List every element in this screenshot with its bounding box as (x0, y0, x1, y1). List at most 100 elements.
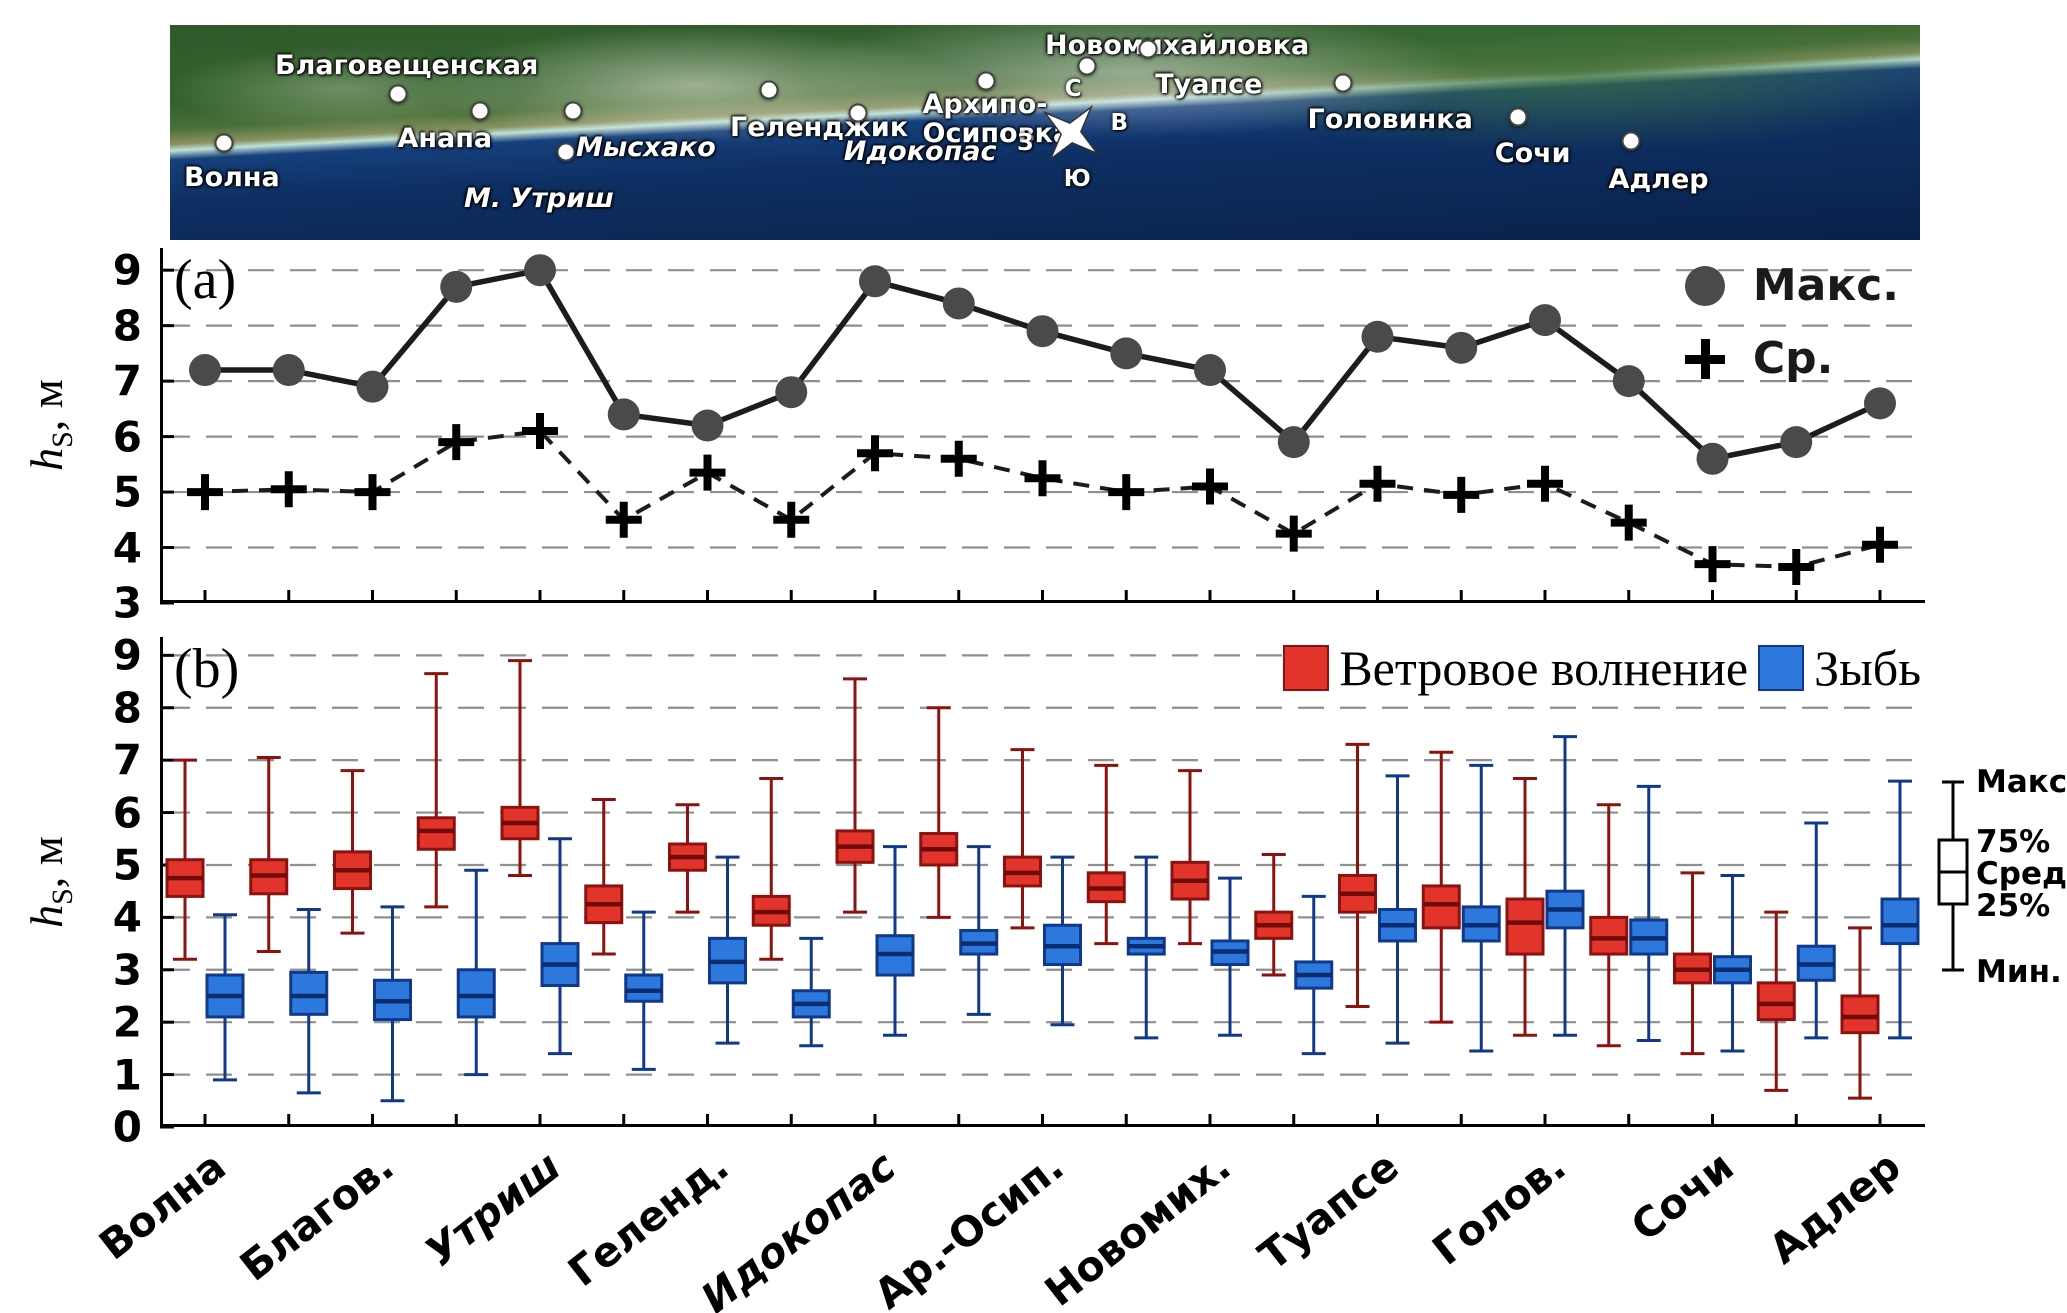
map-place-label: Волна (184, 161, 280, 193)
map-place-label: Геленджик (730, 112, 909, 144)
panel-a-tag: (a) (174, 249, 237, 311)
panel-a-y-tick: 7 (112, 356, 142, 406)
x-axis-label-7: Туапсе (1249, 1142, 1408, 1281)
x-axis-label-5: Ар.-Осип. (864, 1142, 1073, 1313)
boxplot-key: Макс. 75% Сред. 25% Мин. (1936, 764, 2067, 990)
map-point (759, 80, 778, 99)
max-point (1529, 304, 1561, 337)
x-axis-label-6: Новомих. (1035, 1142, 1240, 1313)
legend-row-max: Макс. (1684, 260, 1899, 311)
wind-wave-box (1589, 915, 1629, 956)
panel-b-y-tick: 8 (112, 683, 142, 733)
swell-label: Зыбь (1814, 640, 1921, 696)
map-place-label: Архипо- Осиповка (922, 88, 1072, 149)
panel-b-y-tick: 0 (112, 1102, 142, 1152)
max-point (356, 370, 389, 403)
map-point (388, 84, 407, 104)
panel-b-y-tick: 7 (112, 735, 142, 785)
max-point (942, 287, 975, 320)
x-axis-label-9: Сочи (1621, 1142, 1743, 1251)
compass-south-label: Ю (1063, 165, 1091, 192)
swell-box (456, 968, 496, 1019)
panel-a-y-tick: 9 (112, 245, 142, 295)
map-point (1333, 73, 1352, 93)
panel-b-y-tick: 1 (112, 1050, 142, 1100)
max-point (1696, 442, 1729, 475)
panel-b-y-tick: 3 (112, 945, 142, 995)
panel-a-y-axis-label: hS, м (20, 379, 80, 471)
map-point (556, 142, 575, 162)
wind-wave-box (1421, 884, 1461, 930)
swell-swatch-icon (1758, 645, 1805, 691)
x-axis-label-10: Адлер (1760, 1142, 1910, 1274)
map-point (1508, 107, 1527, 127)
panel-b-y-tick: 4 (112, 892, 142, 942)
boxplot-key-glyph (1937, 780, 1969, 972)
panel-a-y-tick: 8 (112, 301, 142, 351)
max-point (1277, 426, 1310, 459)
map-place-label: Мысхако (576, 131, 716, 163)
wind-waves-swatch-icon (1283, 645, 1330, 691)
legend-row-mean: Ср. (1684, 333, 1899, 384)
key-p25-label: 25% (1976, 888, 2051, 924)
key-min-label: Мин. (1976, 954, 2062, 990)
max-point (272, 354, 305, 387)
swell-box (624, 973, 664, 1003)
compass-east-label: В (1110, 109, 1129, 136)
map-place-label: Новомихайловка (1045, 30, 1310, 62)
panel-b-tag: (b) (174, 638, 240, 700)
map-place-label: Туапсе (1155, 69, 1263, 101)
map-place-label: Идокопас (843, 135, 997, 167)
panel-a-y-tick: 3 (112, 578, 142, 628)
panel-b-y-tick: 2 (112, 997, 142, 1047)
panel-b-legend: Ветровое волнение Зыбь (1283, 639, 1921, 697)
wind-wave-box (416, 816, 456, 851)
compass-west-label: З (1017, 129, 1034, 156)
map-point (976, 71, 995, 91)
panel-b-y-axis-label: hS, м (20, 836, 80, 928)
legend-mean-label: Ср. (1752, 333, 1834, 384)
map-point (848, 103, 868, 123)
x-axis-label-2: Утриш (416, 1142, 570, 1277)
key-p75-label: 75% (1976, 824, 2051, 860)
wind-wave-box (1505, 897, 1545, 956)
panel-a-legend: Макс. Ср. (1684, 260, 1899, 384)
panel-a-plot (160, 248, 1925, 605)
panel-b-y-tick: 5 (112, 840, 142, 890)
x-axis-label-1: Благов. (230, 1142, 403, 1291)
max-point (1361, 320, 1394, 353)
map-markers-layer: Волна Благовещенская Анапа М. Утриш Мысхако Г… (170, 25, 1920, 240)
panel-a-y-tick: 6 (112, 412, 142, 462)
map-point (1138, 39, 1158, 59)
map-place-label: Анапа (397, 122, 493, 154)
panel-b-y-tick: 6 (112, 788, 142, 838)
map-place-label: Адлер (1608, 163, 1709, 195)
wind-waves-label: Ветровое волнение (1339, 640, 1749, 696)
max-point (1194, 354, 1226, 387)
max-marker-icon (1684, 265, 1725, 306)
panel-a-y-tick: 4 (112, 523, 142, 573)
wind-wave-box (1840, 994, 1880, 1035)
key-max-label: Макс. (1976, 764, 2067, 800)
panel-b-y-tick: 9 (112, 630, 142, 680)
map-place-label: Головинка (1307, 103, 1473, 135)
max-point (1780, 426, 1813, 459)
max-point (1110, 337, 1143, 370)
max-point (440, 270, 473, 303)
map-point (470, 101, 490, 121)
max-point (775, 376, 808, 409)
panel-a-y-tick: 5 (112, 467, 142, 517)
max-point (859, 265, 891, 298)
key-median-label: Сред. (1976, 856, 2067, 892)
map-point (563, 101, 582, 121)
max-point (1445, 331, 1478, 364)
coast-satellite-map: Волна Благовещенская Анапа М. Утриш Мысхако Г… (170, 25, 1920, 240)
max-point (524, 254, 556, 287)
compass-north-label: С (1064, 75, 1082, 102)
map-place-label: Благовещенская (275, 49, 539, 81)
swell-box (289, 970, 329, 1016)
x-axis-label-0: Волна (90, 1142, 235, 1270)
